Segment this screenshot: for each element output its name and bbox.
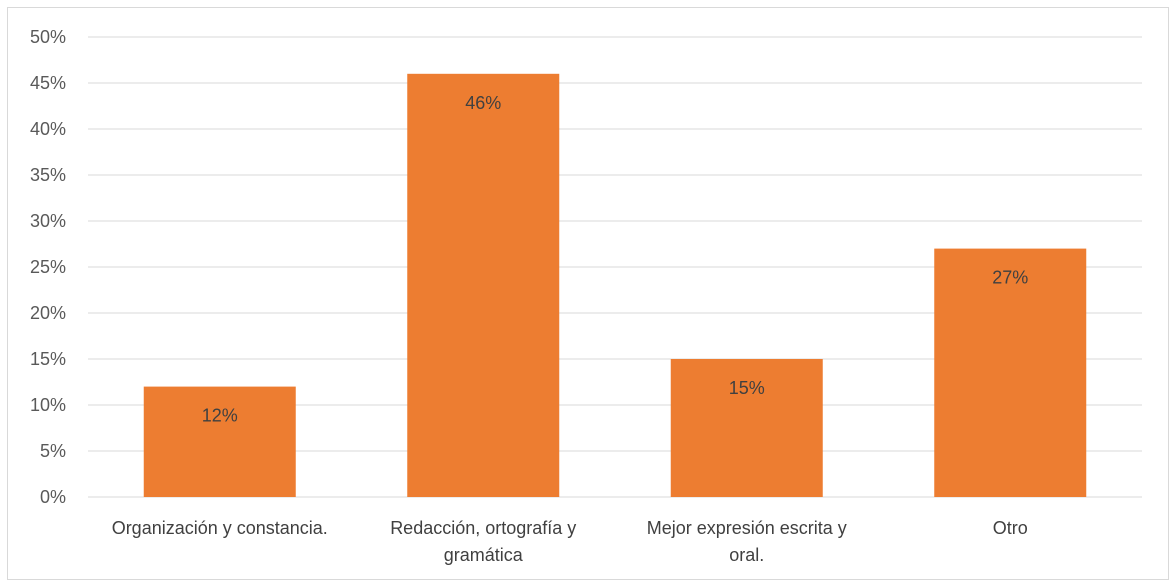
y-tick-label: 45% (30, 73, 66, 93)
data-label: 46% (465, 93, 501, 113)
bar (407, 73, 560, 498)
x-category-label: oral. (729, 545, 764, 565)
x-category-label: Redacción, ortografía y (390, 518, 576, 538)
data-label: 12% (202, 406, 238, 426)
data-label: 15% (729, 378, 765, 398)
x-category-label: Organización y constancia. (112, 518, 328, 538)
bar (670, 359, 823, 497)
y-tick-label: 20% (30, 303, 66, 323)
x-axis-category-labels: Organización y constancia. Redacción, ort… (112, 518, 1028, 565)
y-tick-label: 0% (40, 487, 66, 507)
y-tick-label: 25% (30, 257, 66, 277)
y-tick-label: 40% (30, 119, 66, 139)
x-category-label: Otro (993, 518, 1028, 538)
y-axis-tick-labels: 0% 5% 10% 15% 20% 25% 30% 35% 40% 45% 50% (30, 27, 66, 507)
y-tick-label: 35% (30, 165, 66, 185)
y-tick-label: 30% (30, 211, 66, 231)
y-tick-label: 50% (30, 27, 66, 47)
data-labels: 12% 46% 15% 27% (202, 93, 1029, 426)
x-category-label: gramática (444, 545, 524, 565)
bar (143, 386, 296, 497)
data-label: 27% (992, 268, 1028, 288)
bars (143, 73, 1087, 498)
x-category-label: Mejor expresión escrita y (647, 518, 847, 538)
y-tick-label: 15% (30, 349, 66, 369)
y-tick-label: 5% (40, 441, 66, 461)
bar (934, 248, 1087, 497)
y-tick-label: 10% (30, 395, 66, 415)
